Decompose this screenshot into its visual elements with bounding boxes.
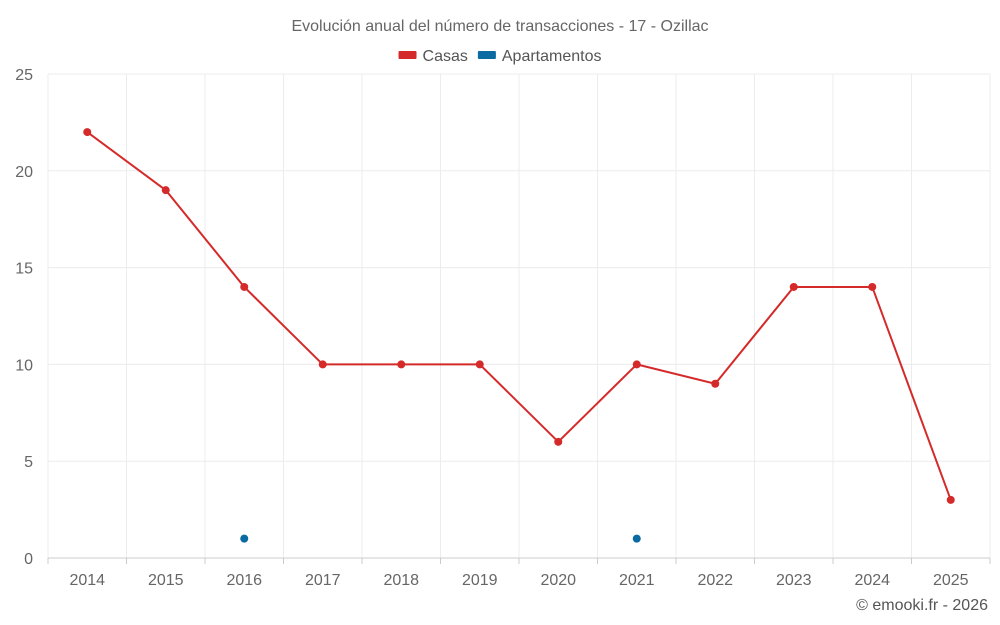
y-tick-label: 5 [24, 454, 33, 471]
x-tick-label: 2019 [462, 572, 498, 589]
x-tick-label: 2018 [383, 572, 419, 589]
data-point-casas[interactable] [946, 495, 955, 504]
data-point-casas[interactable] [632, 360, 641, 369]
series-layer [83, 128, 955, 543]
x-tick-label: 2014 [69, 572, 105, 589]
data-point-apartamentos[interactable] [632, 534, 641, 543]
data-point-casas[interactable] [161, 186, 170, 195]
legend-swatch-apartamentos [477, 51, 496, 59]
series-casas [83, 128, 955, 504]
credit-text: © emooki.fr - 2026 [856, 597, 988, 614]
x-tick-label: 2016 [226, 572, 262, 589]
legend-item-casas[interactable]: Casas [398, 48, 468, 65]
data-point-casas[interactable] [711, 379, 720, 388]
x-tick-label: 2025 [933, 572, 969, 589]
legend-swatch-casas [398, 51, 417, 59]
x-tick-label: 2023 [776, 572, 812, 589]
data-point-casas[interactable] [397, 360, 406, 369]
series-apartamentos [240, 534, 641, 543]
x-tick-label: 2020 [540, 572, 576, 589]
grid [47, 73, 991, 558]
x-tick-label: 2021 [619, 572, 655, 589]
legend-item-apartamentos[interactable]: Apartamentos [477, 48, 602, 65]
legend-label-apartamentos: Apartamentos [502, 48, 602, 65]
data-point-casas[interactable] [83, 128, 92, 137]
chart-title: Evolución anual del número de transaccio… [291, 18, 708, 35]
x-tick-label: 2017 [305, 572, 341, 589]
y-axis: 0 5 10 15 20 25 [15, 67, 33, 568]
x-tick-label: 2022 [697, 572, 733, 589]
y-tick-label: 15 [15, 261, 33, 278]
legend-label-casas: Casas [423, 48, 468, 65]
data-point-casas[interactable] [475, 360, 484, 369]
data-point-casas[interactable] [789, 282, 798, 291]
y-tick-label: 20 [15, 164, 33, 181]
series-line-casas [86, 131, 952, 501]
x-tick-label: 2015 [148, 572, 184, 589]
data-point-casas[interactable] [868, 282, 877, 291]
legend: Casas Apartamentos [398, 48, 602, 65]
x-tick-label: 2024 [854, 572, 890, 589]
y-tick-label: 10 [15, 357, 33, 374]
data-point-apartamentos[interactable] [240, 534, 249, 543]
y-tick-label: 25 [15, 67, 33, 84]
data-point-casas[interactable] [240, 282, 249, 291]
x-axis: 2014 2015 2016 2017 2018 2019 2020 2021 2022 2023… [47, 557, 991, 589]
data-point-casas[interactable] [318, 360, 327, 369]
data-point-casas[interactable] [554, 437, 563, 446]
y-tick-label: 0 [24, 551, 33, 568]
